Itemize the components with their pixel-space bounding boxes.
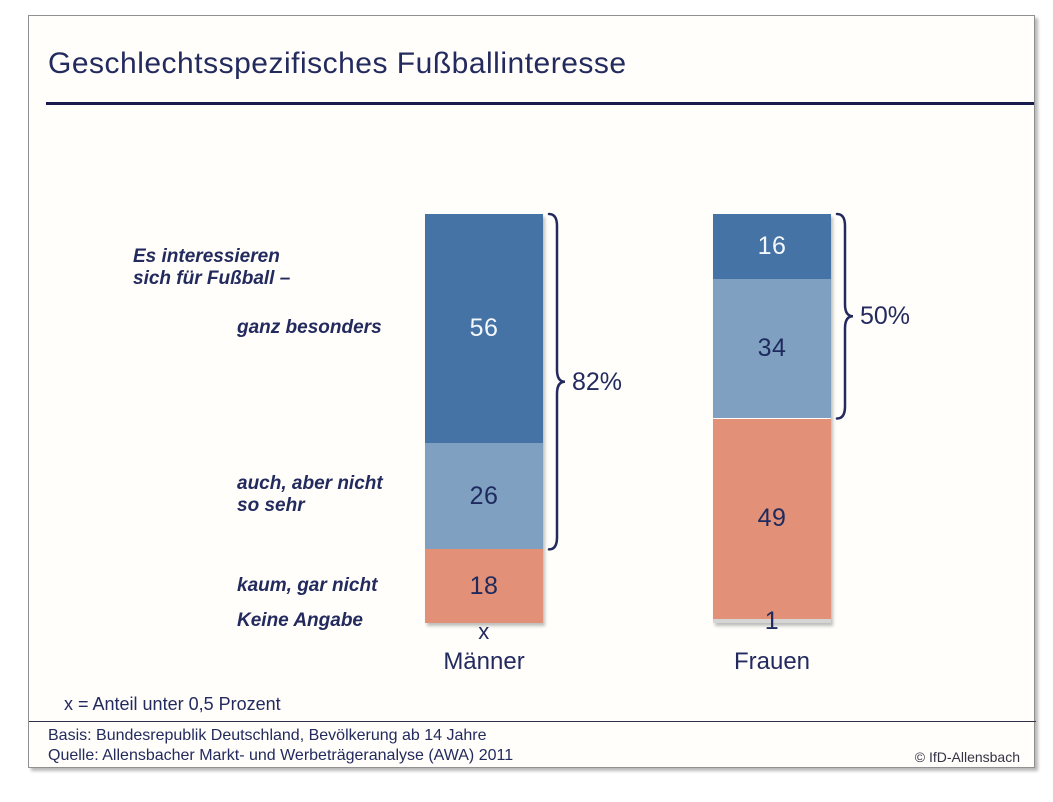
segment-auch-aber-nicht-so-sehr: 26: [425, 443, 543, 550]
no-answer-marker: x: [478, 619, 490, 644]
segment-kaum-gar-nicht: 18: [425, 549, 543, 623]
segment-keine-angabe: [713, 618, 831, 623]
segment-value: 26: [469, 481, 499, 510]
bracket-brace: [547, 212, 566, 551]
segment-value: 1: [764, 606, 780, 635]
chart-frame: Geschlechtsspezifisches Fußballinteresse…: [28, 15, 1036, 769]
segment-value: 56: [469, 314, 499, 343]
segment-auch-aber-nicht-so-sehr: 34: [713, 279, 831, 419]
chart-area: Es interessieren sich für Fußball – ganz…: [29, 16, 1036, 769]
quelle-line: Quelle: Allensbacher Markt- und Werbeträ…: [48, 747, 514, 764]
basis-line: Basis: Bundesrepublik Deutschland, Bevöl…: [48, 727, 487, 744]
segment-value: 18: [469, 571, 499, 600]
category-label-kaum-gar-nicht: kaum, gar nicht: [237, 575, 378, 596]
footer-rule: [29, 721, 1036, 722]
segment-ganz-besonders: 16: [713, 214, 831, 280]
bar-männer: 56 26 18: [425, 214, 543, 623]
bar-frauen: 16 34 49 1: [713, 214, 831, 635]
bracket-label: 50%: [860, 302, 911, 331]
category-label-keine-angabe: Keine Angabe: [237, 610, 363, 631]
copyright: © IfD-Allensbach: [914, 749, 1020, 765]
category-label-ganz-besonders: ganz besonders: [237, 317, 382, 338]
axis-label-frauen: Frauen: [733, 648, 811, 675]
segment-value: 16: [757, 232, 787, 261]
segment-kaum-gar-nicht: 49: [713, 418, 831, 619]
bracket-brace: [835, 212, 854, 420]
chart-intro-label: Es interessieren sich für Fußball –: [133, 246, 290, 290]
segment-value: 49: [757, 504, 787, 533]
chart-intro-line2: sich für Fußball –: [133, 268, 291, 289]
segment-value: 34: [757, 334, 787, 363]
category-label-auch-aber-nicht-so-sehr: auch, aber nicht so sehr: [237, 473, 383, 516]
bracket-label: 82%: [572, 367, 623, 396]
page-title: Geschlechtsspezifisches Fußballinteresse: [48, 47, 627, 80]
footnote: x = Anteil unter 0,5 Prozent: [64, 694, 281, 714]
title-rule: [46, 102, 1034, 105]
chart-intro-line1: Es interessieren: [133, 246, 280, 267]
segment-ganz-besonders: 56: [425, 214, 543, 444]
axis-label-männer: Männer: [443, 648, 525, 675]
